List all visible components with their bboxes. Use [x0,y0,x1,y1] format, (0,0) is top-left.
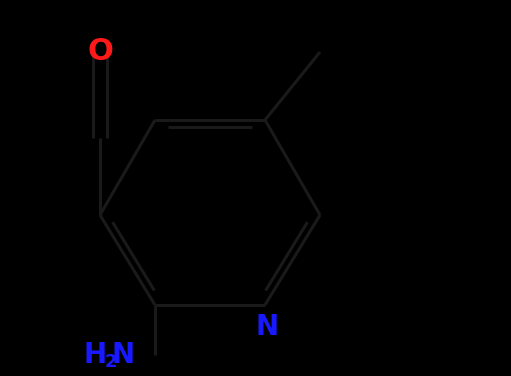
Text: H: H [83,341,107,369]
Text: N: N [111,341,134,369]
Text: O: O [87,38,113,67]
Text: N: N [256,313,278,341]
Text: 2: 2 [105,353,117,371]
